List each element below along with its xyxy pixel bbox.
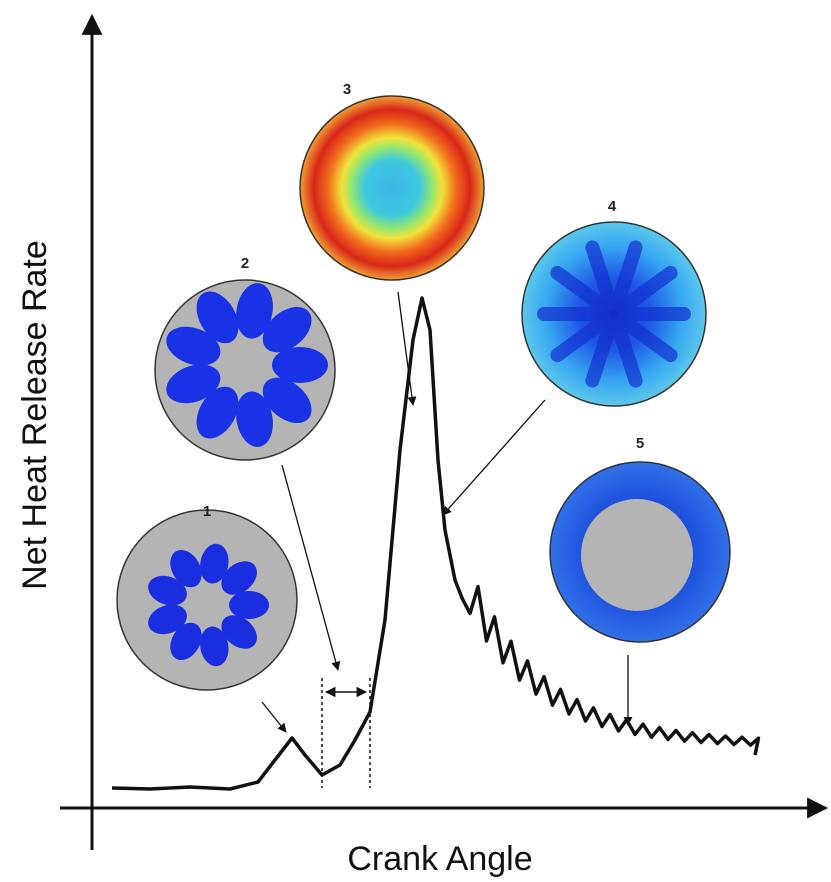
spray-plume bbox=[236, 283, 273, 339]
spoke bbox=[619, 265, 678, 313]
image-5: 5 bbox=[549, 435, 731, 643]
spray-plume bbox=[236, 391, 273, 447]
spray-plume bbox=[262, 377, 312, 424]
spoke bbox=[585, 321, 617, 388]
y-axis-label: Net Heat Release Rate bbox=[16, 240, 54, 590]
image-1: 1 bbox=[116, 503, 298, 691]
image-label: 4 bbox=[608, 198, 617, 215]
spray-plume bbox=[229, 591, 269, 619]
spray-plume bbox=[196, 291, 239, 344]
spoke bbox=[619, 315, 678, 363]
image-3: 3 bbox=[299, 81, 485, 281]
image-2: 2 bbox=[154, 255, 336, 461]
spoke bbox=[611, 321, 643, 388]
image-label: 3 bbox=[343, 81, 351, 98]
spoke bbox=[550, 265, 609, 313]
image-4: 4 bbox=[521, 198, 707, 407]
spray-plume bbox=[196, 386, 239, 439]
image-label: 5 bbox=[636, 435, 644, 452]
spray-plume bbox=[148, 604, 187, 635]
spray-plume bbox=[170, 622, 202, 661]
pointer-arrows bbox=[261, 291, 633, 733]
spray-plume bbox=[200, 543, 229, 584]
spoke bbox=[550, 315, 609, 363]
spray-plume bbox=[221, 615, 257, 649]
spray-plume bbox=[272, 347, 328, 383]
spray-plume bbox=[200, 626, 229, 667]
spoke bbox=[585, 240, 617, 307]
image-label: 1 bbox=[203, 503, 211, 520]
spray-plume bbox=[166, 364, 221, 404]
spray-plume bbox=[262, 306, 312, 353]
spray-plume bbox=[221, 561, 257, 595]
x-axis-label: Crank Angle bbox=[347, 840, 532, 878]
spoke bbox=[611, 240, 643, 307]
heat-release-curve bbox=[111, 296, 761, 791]
spray-plume bbox=[148, 575, 187, 606]
image-label: 2 bbox=[241, 255, 249, 272]
spray-plume bbox=[166, 326, 221, 366]
spray-plume bbox=[170, 549, 202, 588]
